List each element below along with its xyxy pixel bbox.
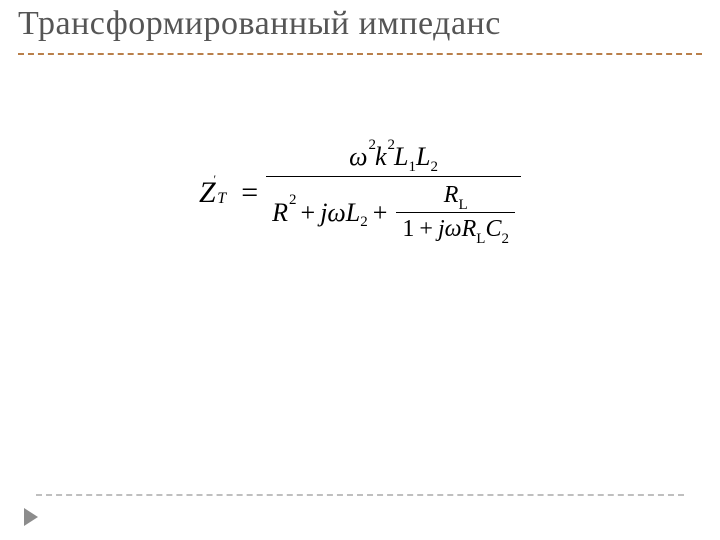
footer-divider bbox=[36, 494, 684, 496]
den-omega1: ω bbox=[327, 198, 345, 228]
iden-C-sub: 2 bbox=[501, 231, 509, 248]
iden-R: R bbox=[462, 216, 477, 243]
iden-one: 1 bbox=[402, 216, 414, 243]
num-omega: ω bbox=[349, 142, 367, 172]
inum-R: R bbox=[444, 182, 459, 209]
lhs-sub-T: T bbox=[217, 190, 226, 208]
num-k-exp: 2 bbox=[388, 137, 396, 154]
iden-R-sub: L bbox=[476, 231, 485, 248]
lhs-prime: ' bbox=[213, 172, 216, 187]
num-L2-sub: 2 bbox=[430, 159, 438, 176]
den-R: R bbox=[272, 198, 288, 228]
inner-numerator: RL bbox=[438, 181, 474, 210]
num-L2: L bbox=[416, 142, 430, 172]
num-omega-exp: 2 bbox=[368, 137, 376, 154]
num-L1: L bbox=[394, 142, 408, 172]
footer-arrow-icon bbox=[24, 508, 38, 526]
den-L2-sub: 2 bbox=[360, 214, 368, 231]
iden-C: C bbox=[485, 216, 501, 243]
den-plus2: + bbox=[373, 198, 388, 228]
outer-fraction-bar bbox=[266, 176, 521, 177]
inner-fraction: RL 1 + jωRLC2 bbox=[396, 181, 515, 244]
inner-denominator: 1 + jωRLC2 bbox=[396, 215, 515, 244]
page-title: Трансформированный импеданс bbox=[0, 0, 720, 51]
num-k: k bbox=[375, 142, 387, 172]
outer-denominator: R2 + jωL2 + RL 1 + jωRLC2 bbox=[266, 179, 521, 246]
num-L1-sub: 1 bbox=[408, 159, 416, 176]
iden-omega: ω bbox=[445, 216, 462, 243]
outer-fraction: ω2 k2 L1 L2 R2 + jωL2 + RL bbox=[266, 140, 521, 246]
formula-lhs: Z ' T bbox=[199, 176, 227, 210]
den-L2: L bbox=[346, 198, 360, 228]
iden-j: j bbox=[438, 216, 445, 243]
equals-sign: = bbox=[241, 176, 258, 210]
inner-fraction-bar bbox=[396, 212, 515, 213]
den-R-exp: 2 bbox=[289, 192, 297, 209]
den-j1: j bbox=[320, 198, 327, 228]
impedance-formula: Z ' T = ω2 k2 L1 L2 R2 + jωL2 + bbox=[199, 140, 521, 246]
outer-numerator: ω2 k2 L1 L2 bbox=[343, 140, 444, 174]
slide: Трансформированный импеданс Z ' T = ω2 k… bbox=[0, 0, 720, 540]
title-divider bbox=[18, 53, 702, 55]
den-plus1: + bbox=[301, 198, 316, 228]
formula-container: Z ' T = ω2 k2 L1 L2 R2 + jωL2 + bbox=[0, 140, 720, 246]
inum-R-sub: L bbox=[458, 197, 467, 214]
iden-plus: + bbox=[419, 216, 433, 243]
